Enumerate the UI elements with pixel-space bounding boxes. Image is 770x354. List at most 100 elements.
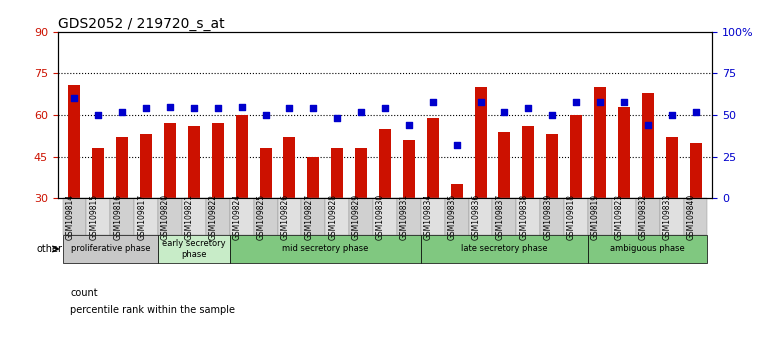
- Text: GSM109831: GSM109831: [400, 194, 409, 240]
- FancyBboxPatch shape: [86, 198, 110, 235]
- Bar: [690, 143, 701, 198]
- FancyBboxPatch shape: [445, 198, 469, 235]
- FancyBboxPatch shape: [277, 198, 301, 235]
- Point: [665, 112, 678, 118]
- Point: [188, 105, 200, 111]
- Text: GSM109814: GSM109814: [65, 194, 75, 240]
- Point: [498, 109, 511, 115]
- FancyBboxPatch shape: [469, 198, 493, 235]
- Text: GSM109839: GSM109839: [543, 193, 552, 240]
- Text: GDS2052 / 219720_s_at: GDS2052 / 219720_s_at: [58, 17, 224, 31]
- Text: GSM109826: GSM109826: [280, 194, 290, 240]
- Point: [259, 112, 272, 118]
- Text: GSM109824: GSM109824: [233, 194, 242, 240]
- Text: GSM109825: GSM109825: [256, 194, 266, 240]
- Point: [618, 99, 630, 104]
- FancyBboxPatch shape: [253, 198, 277, 235]
- Point: [427, 99, 439, 104]
- FancyBboxPatch shape: [229, 235, 421, 263]
- Point: [546, 112, 558, 118]
- Text: GSM109822: GSM109822: [209, 194, 218, 240]
- Text: ambiguous phase: ambiguous phase: [611, 245, 685, 253]
- Text: GSM109821: GSM109821: [185, 194, 194, 240]
- FancyBboxPatch shape: [421, 198, 445, 235]
- Bar: [641, 93, 654, 198]
- FancyBboxPatch shape: [158, 198, 182, 235]
- Bar: [594, 87, 606, 198]
- Text: GSM109819: GSM109819: [591, 194, 600, 240]
- Point: [355, 109, 367, 115]
- Bar: [307, 156, 320, 198]
- FancyBboxPatch shape: [588, 235, 708, 263]
- FancyBboxPatch shape: [110, 198, 134, 235]
- Bar: [164, 124, 176, 198]
- Bar: [546, 135, 558, 198]
- FancyBboxPatch shape: [517, 198, 541, 235]
- FancyBboxPatch shape: [206, 198, 229, 235]
- Bar: [450, 184, 463, 198]
- Point: [403, 122, 415, 128]
- FancyBboxPatch shape: [588, 198, 612, 235]
- Bar: [92, 148, 104, 198]
- FancyBboxPatch shape: [134, 198, 158, 235]
- Text: GSM109829: GSM109829: [352, 194, 361, 240]
- Point: [236, 104, 248, 110]
- Text: GSM109840: GSM109840: [687, 193, 695, 240]
- Point: [69, 96, 81, 101]
- FancyBboxPatch shape: [373, 198, 397, 235]
- Text: GSM109832: GSM109832: [639, 194, 648, 240]
- Text: percentile rank within the sample: percentile rank within the sample: [70, 305, 236, 315]
- Point: [450, 142, 463, 148]
- Point: [307, 105, 320, 111]
- Bar: [69, 85, 80, 198]
- FancyBboxPatch shape: [493, 198, 517, 235]
- Text: GSM109823: GSM109823: [615, 194, 624, 240]
- Bar: [259, 148, 272, 198]
- FancyBboxPatch shape: [182, 198, 206, 235]
- Text: GSM109816: GSM109816: [113, 194, 122, 240]
- FancyBboxPatch shape: [62, 235, 158, 263]
- Text: GSM109836: GSM109836: [471, 193, 480, 240]
- Text: GSM109817: GSM109817: [137, 194, 146, 240]
- Text: proliferative phase: proliferative phase: [71, 245, 150, 253]
- Point: [140, 105, 152, 111]
- Text: GSM109830: GSM109830: [376, 193, 385, 240]
- Text: GSM109820: GSM109820: [161, 194, 170, 240]
- FancyBboxPatch shape: [349, 198, 373, 235]
- Point: [283, 105, 296, 111]
- FancyBboxPatch shape: [421, 235, 588, 263]
- FancyBboxPatch shape: [301, 198, 325, 235]
- Bar: [283, 137, 296, 198]
- Text: GSM109827: GSM109827: [304, 194, 313, 240]
- Bar: [666, 137, 678, 198]
- Point: [212, 105, 224, 111]
- Bar: [570, 115, 582, 198]
- Point: [116, 109, 129, 115]
- FancyBboxPatch shape: [541, 198, 564, 235]
- Text: late secretory phase: late secretory phase: [461, 245, 547, 253]
- Text: early secretory
phase: early secretory phase: [162, 239, 226, 259]
- Bar: [140, 135, 152, 198]
- Point: [570, 99, 582, 104]
- FancyBboxPatch shape: [612, 198, 636, 235]
- Bar: [236, 115, 248, 198]
- Bar: [331, 148, 343, 198]
- Text: GSM109833: GSM109833: [663, 193, 671, 240]
- Text: count: count: [70, 288, 98, 298]
- FancyBboxPatch shape: [636, 198, 660, 235]
- Text: GSM109837: GSM109837: [495, 193, 504, 240]
- Text: GSM109815: GSM109815: [89, 194, 99, 240]
- Text: mid secretory phase: mid secretory phase: [282, 245, 369, 253]
- Text: GSM109834: GSM109834: [424, 193, 433, 240]
- Point: [522, 105, 534, 111]
- Point: [331, 115, 343, 121]
- FancyBboxPatch shape: [325, 198, 349, 235]
- Point: [641, 122, 654, 128]
- FancyBboxPatch shape: [564, 198, 588, 235]
- Point: [594, 99, 606, 104]
- Text: GSM109835: GSM109835: [447, 193, 457, 240]
- Text: GSM109838: GSM109838: [519, 194, 528, 240]
- Point: [689, 109, 701, 115]
- Point: [474, 99, 487, 104]
- Bar: [427, 118, 439, 198]
